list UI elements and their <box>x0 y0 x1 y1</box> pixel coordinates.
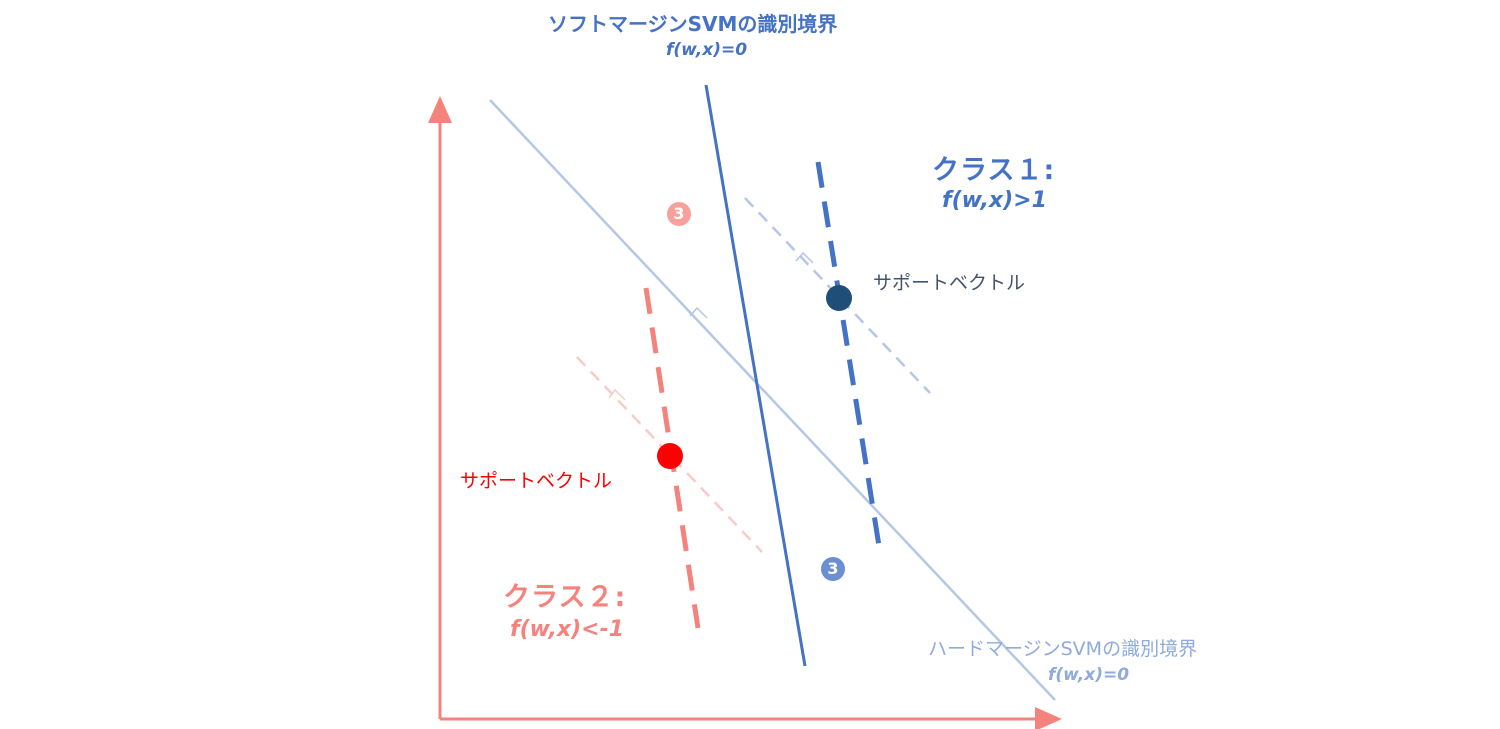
soft-boundary-equation: f(w,x)=0 <box>666 40 748 60</box>
blue-number-badge: 3 <box>821 557 845 581</box>
class2-hard-margin-line <box>576 356 763 553</box>
class1-support-vector-label: サポートベクトル <box>873 272 1026 294</box>
class1-support-vector-point <box>826 285 852 311</box>
class2-support-vector-point <box>657 443 683 469</box>
class1-margin-chevron <box>795 251 814 264</box>
soft-margin-boundary-line <box>704 84 807 667</box>
soft-boundary-title: ソフトマージンSVMの識別境界 <box>548 12 838 36</box>
class1-soft-margin-line <box>815 161 882 547</box>
pink-number-badge: 3 <box>667 202 691 226</box>
class2-support-vector-label: サポートベクトル <box>460 470 613 492</box>
class1-hard-margin-line <box>744 197 931 394</box>
class2-title: クラス２: <box>503 582 627 613</box>
class1-title: クラス１: <box>932 155 1056 186</box>
hard-margin-boundary-line <box>489 99 1056 701</box>
class1-equation: f(w,x)>1 <box>942 188 1047 213</box>
class2-margin-chevron <box>608 388 626 401</box>
hard-boundary-equation: f(w,x)=0 <box>1048 665 1130 685</box>
hard-boundary-title: ハードマージンSVMの識別境界 <box>928 638 1198 660</box>
hard-boundary-chevron <box>689 306 708 319</box>
class2-equation: f(w,x)<-1 <box>510 617 625 642</box>
